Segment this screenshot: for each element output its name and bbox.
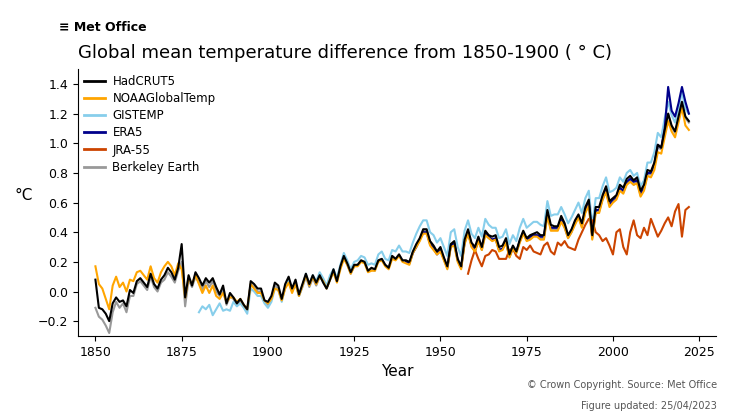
GISTEMP [239, 305, 248, 310]
ERA5 [684, 111, 693, 116]
NOAAGlobalTemp [684, 127, 693, 132]
ERA5 [463, 230, 472, 235]
ERA5 [402, 259, 411, 264]
HadCRUT5 [526, 233, 534, 238]
NOAAGlobalTemp [312, 282, 321, 287]
Berkeley Earth [312, 283, 321, 288]
NOAAGlobalTemp [622, 182, 631, 187]
NOAAGlobalTemp [91, 264, 100, 269]
Text: Global mean temperature difference from 1850-1900 ( ° C): Global mean temperature difference from … [78, 44, 612, 62]
NOAAGlobalTemp [419, 231, 427, 236]
JRA-55 [684, 205, 693, 210]
ERA5 [608, 197, 617, 202]
GISTEMP [209, 313, 217, 318]
HadCRUT5 [105, 319, 113, 324]
NOAAGlobalTemp [526, 237, 534, 242]
HadCRUT5 [91, 277, 100, 282]
Y-axis label: °C: °C [15, 188, 34, 203]
GISTEMP [215, 301, 224, 306]
NOAAGlobalTemp [678, 105, 687, 110]
ERA5 [664, 85, 673, 90]
Berkeley Earth [678, 101, 687, 106]
Berkeley Earth [419, 228, 427, 233]
Line: JRA-55: JRA-55 [468, 204, 689, 274]
ERA5 [447, 243, 455, 248]
GISTEMP [326, 273, 335, 278]
HadCRUT5 [684, 119, 693, 124]
Text: Figure updated: 25/04/2023: Figure updated: 25/04/2023 [581, 401, 717, 411]
Line: HadCRUT5: HadCRUT5 [95, 102, 689, 321]
Berkeley Earth [684, 120, 693, 125]
Berkeley Earth [381, 262, 389, 267]
JRA-55 [463, 271, 472, 276]
Legend: HadCRUT5, NOAAGlobalTemp, GISTEMP, ERA5, JRA-55, Berkeley Earth: HadCRUT5, NOAAGlobalTemp, GISTEMP, ERA5,… [84, 75, 215, 174]
Berkeley Earth [622, 181, 631, 186]
JRA-55 [674, 202, 683, 207]
Berkeley Earth [91, 305, 100, 310]
GISTEMP [684, 111, 693, 116]
GISTEMP [195, 310, 203, 315]
NOAAGlobalTemp [381, 264, 389, 269]
HadCRUT5 [622, 176, 631, 181]
Line: ERA5: ERA5 [406, 87, 689, 268]
HadCRUT5 [419, 227, 427, 232]
ERA5 [626, 176, 635, 181]
HadCRUT5 [547, 222, 556, 227]
HadCRUT5 [678, 99, 687, 104]
JRA-55 [557, 243, 566, 248]
NOAAGlobalTemp [547, 228, 556, 233]
Berkeley Earth [105, 330, 113, 335]
JRA-55 [654, 234, 662, 239]
JRA-55 [678, 234, 687, 239]
ERA5 [419, 230, 427, 235]
HadCRUT5 [312, 280, 321, 285]
GISTEMP [415, 224, 424, 229]
Line: Berkeley Earth: Berkeley Earth [95, 103, 689, 333]
JRA-55 [578, 230, 586, 235]
Berkeley Earth [526, 236, 534, 241]
NOAAGlobalTemp [105, 307, 113, 312]
Text: © Crown Copyright. Source: Met Office: © Crown Copyright. Source: Met Office [527, 380, 717, 390]
X-axis label: Year: Year [381, 364, 414, 379]
Text: ≡ Met Office: ≡ Met Office [59, 21, 146, 34]
HadCRUT5 [381, 262, 389, 267]
GISTEMP [678, 89, 687, 94]
ERA5 [574, 213, 583, 218]
GISTEMP [364, 262, 373, 267]
JRA-55 [515, 256, 524, 261]
ERA5 [443, 265, 452, 270]
GISTEMP [398, 249, 407, 254]
Berkeley Earth [547, 227, 556, 232]
Line: GISTEMP: GISTEMP [199, 91, 689, 315]
JRA-55 [529, 249, 538, 254]
Line: NOAAGlobalTemp: NOAAGlobalTemp [95, 108, 689, 309]
